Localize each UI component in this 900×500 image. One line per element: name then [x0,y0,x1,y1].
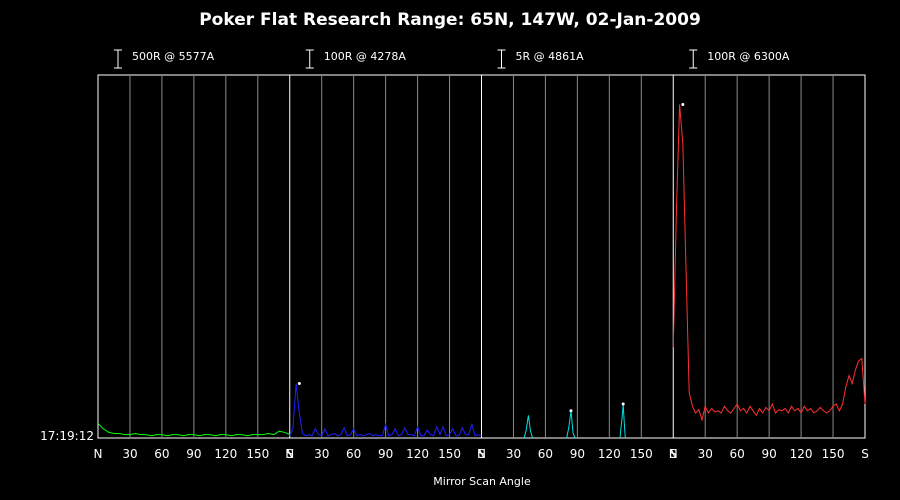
series-group [97,102,866,439]
x-tick-label: S [286,447,294,461]
peak-marker [297,382,301,386]
x-tick-label: S [861,447,869,461]
peak-marker [621,402,625,406]
x-tick-label: 60 [346,447,361,461]
x-tick-label: 90 [186,447,201,461]
x-tick-labels: N 30 60 90 120 150 SN 30 60 90 120 150 SN 30 60 90 120 15… [94,447,869,461]
peak-marker [681,102,685,106]
x-tick-label: 30 [698,447,713,461]
x-axis-label: Mirror Scan Angle [433,475,531,488]
series-line-4861A [523,415,534,439]
x-tick-label: N [285,447,294,461]
chart-title: Poker Flat Research Range: 65N, 147W, 02… [199,10,701,30]
x-tick-label: 30 [314,447,329,461]
x-tick-label: 120 [790,447,813,461]
x-tick-label: 120 [214,447,237,461]
x-tick-label: 90 [570,447,585,461]
x-tick-label: S [478,447,486,461]
scale-label: 100R @ 4278A [324,50,407,63]
x-tick-label: N [669,447,678,461]
series-line-4861A [619,403,626,439]
time-label: 17:19:12 [40,429,94,443]
scale-label: 500R @ 5577A [132,50,215,63]
x-tick-label: 60 [730,447,745,461]
x-tick-label: 120 [598,447,621,461]
series-line-4278A [289,383,482,437]
x-tick-label: N [94,447,103,461]
x-tick-label: 90 [761,447,776,461]
scale-label: 5R @ 4861A [516,50,585,63]
x-tick-label: 120 [406,447,429,461]
scale-label: 100R @ 6300A [707,50,790,63]
x-tick-label: N [477,447,486,461]
x-tick-label: 30 [122,447,137,461]
x-tick-label: 150 [438,447,461,461]
x-tick-label: S [669,447,677,461]
x-tick-label: 60 [538,447,553,461]
x-tick-label: 90 [378,447,393,461]
x-tick-label: 150 [630,447,653,461]
x-tick-label: 30 [506,447,521,461]
x-tick-label: 150 [822,447,845,461]
series-line-4861A [566,410,576,439]
x-tick-label: 150 [246,447,269,461]
scale-labels: 500R @ 5577A 100R @ 4278A 5R @ 4861A 100R @… [114,49,790,69]
series-line-6300A [672,104,866,422]
x-tick-label: 60 [154,447,169,461]
series-line-5577A [97,422,290,437]
grid-lines [129,75,866,438]
peak-marker [569,409,573,413]
